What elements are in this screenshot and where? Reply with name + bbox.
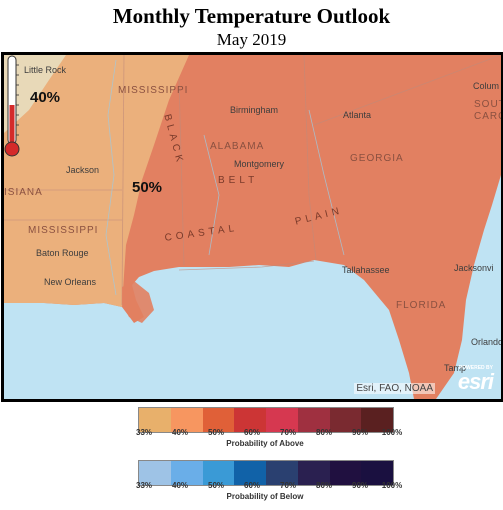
legend-below-swatch [170, 461, 203, 485]
legend-above-swatch [234, 408, 266, 432]
legend-above-swatch [297, 408, 330, 432]
legend-below-tick: 50% [207, 481, 225, 490]
esri-logo[interactable]: POWERED BY esri [439, 365, 494, 395]
legend-above-tick: 90% [351, 428, 369, 437]
legend-below-tick: 90% [351, 481, 369, 490]
state-florida: FLORIDA [396, 300, 447, 311]
city-tallahassee: Tallahassee [342, 265, 390, 275]
legend-above-tick: 50% [207, 428, 225, 437]
legend-below-title: Probability of Below [226, 492, 304, 501]
state-georgia: GEORGIA [350, 153, 404, 164]
city-birmingham: Birmingham [230, 105, 279, 115]
legend-below-tick: 33% [135, 481, 153, 490]
legend-above-swatch [170, 408, 203, 432]
legend-below-tick: 100% [381, 481, 403, 490]
legend-above-swatch [202, 408, 235, 432]
legend-below-tick: 80% [315, 481, 333, 490]
legend-below-tick: 40% [171, 481, 189, 490]
city-montgomery: Montgomery [234, 159, 285, 169]
legend-below-tick: 70% [279, 481, 297, 490]
page-subtitle: May 2019 [216, 30, 287, 49]
map-attribution: Esri, FAO, NOAA [354, 383, 435, 394]
legend-below-swatch [202, 461, 235, 485]
esri-powered-label: POWERED BY [458, 365, 493, 371]
legend-below-tick: 60% [243, 481, 261, 490]
city-columbia: Colum [473, 81, 500, 91]
legend-above-tick: 40% [171, 428, 189, 437]
map-base [4, 55, 501, 399]
legend-above-swatch [139, 408, 171, 432]
state-mississippi-south: MISSISSIPPI [28, 225, 99, 236]
legend-above-tick: 80% [315, 428, 333, 437]
legend-above-tick: 100% [381, 428, 403, 437]
legend-above-swatch [266, 408, 298, 432]
city-new-orleans: New Orleans [44, 277, 97, 287]
page-title: Monthly Temperature Outlook [112, 4, 391, 28]
state-mississippi-north: MISSISSIPPI [118, 85, 189, 96]
city-little-rock: Little Rock [24, 65, 67, 75]
legend-below-swatch [139, 461, 171, 485]
city-atlanta: Atlanta [343, 110, 372, 120]
legend-below-swatch [297, 461, 330, 485]
legend-above-bar [138, 407, 394, 433]
city-baton-rouge: Baton Rouge [36, 248, 89, 258]
esri-logo-text: esri [457, 369, 494, 394]
outlook-map[interactable]: 40% 50% Little Rock Jackson Baton Rouge … [1, 52, 503, 402]
city-orlando: Orlando [471, 337, 503, 347]
legend-above-tick: 60% [243, 428, 261, 437]
legend-above-tick: 70% [279, 428, 297, 437]
legend-below-swatch [266, 461, 298, 485]
city-jacksonville: Jacksonvi [454, 263, 494, 273]
state-south-carolina-1: SOUTH [474, 99, 501, 110]
probability-label-50: 50% [132, 179, 163, 196]
city-tampa: Tamp [444, 363, 467, 373]
state-alabama: ALABAMA [210, 141, 265, 152]
state-south-carolina-2: CAROL [474, 111, 501, 122]
legend-above-swatch [361, 408, 393, 432]
legend-above-title: Probability of Above [226, 439, 304, 448]
legend-below-swatch [361, 461, 393, 485]
region-belt: BELT [218, 175, 259, 186]
city-jackson: Jackson [66, 165, 100, 175]
legend-below-bar [138, 460, 394, 486]
legend-below-swatch [329, 461, 362, 485]
legend-above-swatch [329, 408, 362, 432]
thermometer-icon [4, 55, 20, 157]
legend-above-tick: 33% [135, 428, 153, 437]
legend-below-swatch [234, 461, 266, 485]
state-louisiana: ISIANA [4, 187, 43, 198]
probability-label-40: 40% [30, 89, 61, 106]
